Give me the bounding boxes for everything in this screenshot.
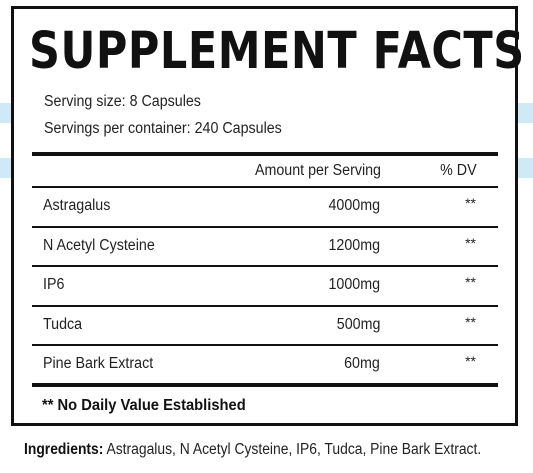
servings-per-container: Servings per container: 240 Capsules — [44, 120, 282, 137]
ingredient-dv: ** — [465, 195, 476, 211]
ingredient-dv: ** — [465, 235, 476, 251]
ingredient-amount: 60mg — [344, 355, 380, 372]
ingredient-amount: 4000mg — [328, 197, 380, 214]
ingredient-name: Astragalus — [43, 197, 111, 214]
footer-divider — [32, 383, 498, 387]
row-divider — [32, 305, 498, 307]
panel-title: SUPPLEMENT FACTS — [29, 22, 525, 81]
ingredient-dv: ** — [465, 353, 476, 369]
column-header-amount: Amount per Serving — [254, 162, 381, 179]
supplement-facts-panel — [11, 6, 518, 426]
table-row: Astragalus 4000mg ** — [32, 187, 498, 226]
ingredients-line: Ingredients: Astragalus, N Acetyl Cystei… — [24, 441, 481, 459]
ingredient-name: Tudca — [43, 316, 83, 333]
row-divider — [32, 186, 498, 188]
table-row: Tudca 500mg ** — [32, 306, 498, 345]
ingredient-amount: 1200mg — [328, 237, 380, 254]
ingredient-dv: ** — [465, 274, 476, 290]
ingredient-name: N Acetyl Cysteine — [43, 237, 155, 254]
ingredient-name: Pine Bark Extract — [43, 355, 154, 372]
daily-value-footnote: ** No Daily Value Established — [42, 397, 246, 414]
table-row: Pine Bark Extract 60mg ** — [32, 345, 498, 384]
ingredients-text: Astragalus, N Acetyl Cysteine, IP6, Tudc… — [103, 441, 482, 458]
row-divider — [32, 226, 498, 228]
ingredient-amount: 500mg — [336, 316, 380, 333]
row-divider — [32, 344, 498, 346]
table-row: N Acetyl Cysteine 1200mg ** — [32, 227, 498, 266]
header-divider — [32, 152, 498, 156]
ingredient-amount: 1000mg — [328, 276, 380, 293]
ingredient-name: IP6 — [43, 276, 65, 293]
ingredient-dv: ** — [465, 314, 476, 330]
table-row: IP6 1000mg ** — [32, 266, 498, 305]
ingredients-label: Ingredients: — [24, 441, 104, 458]
row-divider — [32, 265, 498, 267]
serving-size: Serving size: 8 Capsules — [44, 93, 201, 110]
column-header-dv: % DV — [440, 162, 477, 179]
